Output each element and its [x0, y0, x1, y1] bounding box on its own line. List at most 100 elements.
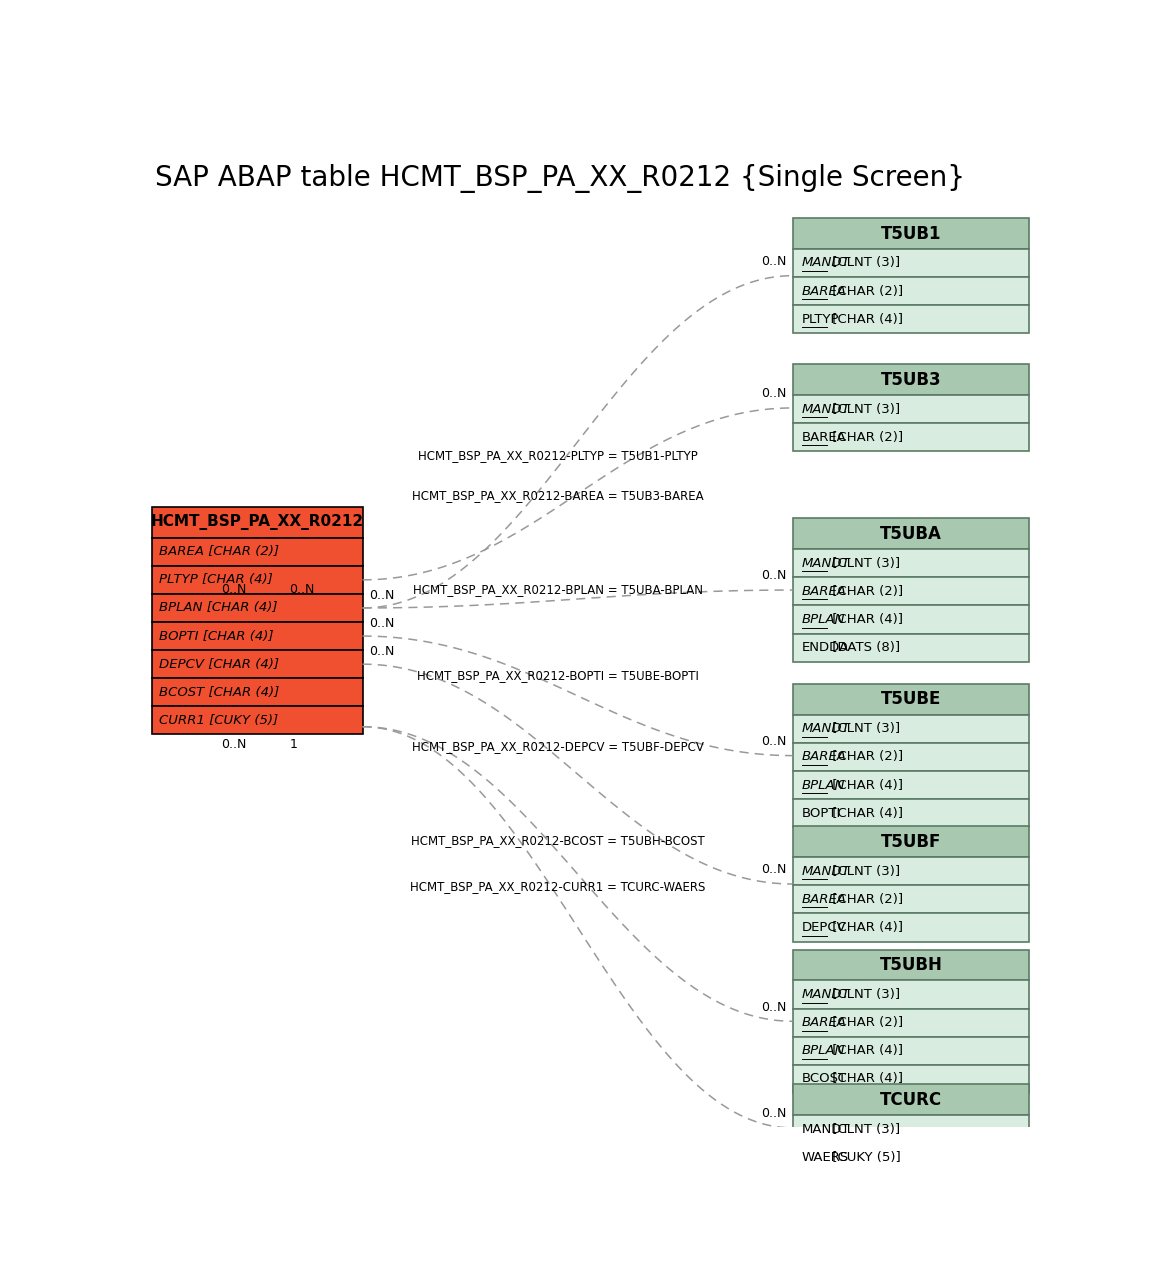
Text: BOPTI: BOPTI	[802, 806, 842, 819]
Text: HCMT_BSP_PA_XX_R0212-DEPCV = T5UBF-DEPCV: HCMT_BSP_PA_XX_R0212-DEPCV = T5UBF-DEPCV	[412, 741, 704, 753]
Text: [CHAR (2)]: [CHAR (2)]	[829, 430, 903, 444]
FancyBboxPatch shape	[793, 305, 1029, 333]
FancyBboxPatch shape	[793, 715, 1029, 743]
Text: HCMT_BSP_PA_XX_R0212-BCOST = T5UBH-BCOST: HCMT_BSP_PA_XX_R0212-BCOST = T5UBH-BCOST	[411, 834, 705, 847]
Text: T5UBE: T5UBE	[881, 690, 941, 709]
Text: BCOST [CHAR (4)]: BCOST [CHAR (4)]	[159, 686, 279, 699]
FancyBboxPatch shape	[793, 1009, 1029, 1037]
FancyBboxPatch shape	[793, 950, 1029, 980]
Text: BAREA: BAREA	[802, 751, 847, 763]
Text: [CLNT (3)]: [CLNT (3)]	[829, 557, 901, 570]
Text: HCMT_BSP_PA_XX_R0212-BPLAN = T5UBA-BPLAN: HCMT_BSP_PA_XX_R0212-BPLAN = T5UBA-BPLAN	[413, 582, 703, 596]
FancyBboxPatch shape	[151, 538, 362, 566]
Text: 0..N: 0..N	[761, 863, 787, 876]
FancyBboxPatch shape	[793, 885, 1029, 914]
Text: [CLNT (3)]: [CLNT (3)]	[829, 987, 901, 1001]
FancyBboxPatch shape	[151, 706, 362, 734]
Text: 0..N: 0..N	[369, 617, 395, 630]
Text: [CUKY (5)]: [CUKY (5)]	[829, 1151, 901, 1163]
Text: 0..N: 0..N	[761, 254, 787, 268]
Text: BAREA: BAREA	[802, 430, 846, 444]
FancyBboxPatch shape	[793, 1115, 1029, 1143]
FancyBboxPatch shape	[793, 249, 1029, 277]
Text: 0..N: 0..N	[221, 584, 247, 596]
Text: MANDT: MANDT	[802, 987, 851, 1001]
Text: [CLNT (3)]: [CLNT (3)]	[829, 1123, 901, 1136]
Text: [CHAR (4)]: [CHAR (4)]	[829, 613, 903, 625]
Text: [CHAR (2)]: [CHAR (2)]	[829, 585, 903, 598]
FancyBboxPatch shape	[793, 365, 1029, 395]
Text: 0..N: 0..N	[761, 570, 787, 582]
FancyBboxPatch shape	[793, 1143, 1029, 1171]
FancyBboxPatch shape	[151, 594, 362, 622]
Text: [CHAR (2)]: [CHAR (2)]	[829, 1017, 903, 1029]
Text: [CHAR (4)]: [CHAR (4)]	[829, 313, 903, 325]
Text: BPLAN: BPLAN	[802, 1044, 845, 1057]
Text: HCMT_BSP_PA_XX_R0212-PLTYP = T5UB1-PLTYP: HCMT_BSP_PA_XX_R0212-PLTYP = T5UB1-PLTYP	[418, 449, 698, 462]
Text: BPLAN: BPLAN	[802, 613, 845, 625]
Text: [CHAR (4)]: [CHAR (4)]	[829, 806, 903, 819]
Text: BOPTI [CHAR (4)]: BOPTI [CHAR (4)]	[159, 629, 274, 643]
FancyBboxPatch shape	[151, 506, 362, 538]
Text: HCMT_BSP_PA_XX_R0212-BOPTI = T5UBE-BOPTI: HCMT_BSP_PA_XX_R0212-BOPTI = T5UBE-BOPTI	[417, 670, 700, 682]
Text: [CHAR (2)]: [CHAR (2)]	[829, 285, 903, 298]
Text: HCMT_BSP_PA_XX_R0212: HCMT_BSP_PA_XX_R0212	[150, 514, 363, 530]
Text: BAREA: BAREA	[802, 893, 847, 906]
Text: BAREA: BAREA	[802, 585, 847, 598]
FancyBboxPatch shape	[151, 566, 362, 594]
FancyBboxPatch shape	[793, 771, 1029, 799]
Text: BPLAN [CHAR (4)]: BPLAN [CHAR (4)]	[159, 601, 278, 614]
Text: ENDDA: ENDDA	[802, 641, 849, 655]
FancyBboxPatch shape	[793, 857, 1029, 885]
Text: [CHAR (4)]: [CHAR (4)]	[829, 1044, 903, 1057]
FancyBboxPatch shape	[793, 1065, 1029, 1093]
FancyBboxPatch shape	[793, 519, 1029, 549]
Text: T5UBF: T5UBF	[881, 833, 941, 851]
Text: MANDT: MANDT	[802, 403, 851, 415]
Text: T5UBH: T5UBH	[879, 956, 942, 974]
Text: T5UBA: T5UBA	[880, 525, 942, 543]
FancyBboxPatch shape	[793, 395, 1029, 423]
Text: BAREA: BAREA	[802, 1017, 847, 1029]
Text: MANDT: MANDT	[802, 865, 851, 877]
Text: MANDT: MANDT	[802, 1123, 851, 1136]
FancyBboxPatch shape	[793, 1085, 1029, 1115]
FancyBboxPatch shape	[793, 684, 1029, 715]
Text: 0..N: 0..N	[369, 644, 395, 658]
Text: T5UB3: T5UB3	[880, 371, 942, 389]
Text: MANDT: MANDT	[802, 257, 851, 270]
Text: 1: 1	[289, 738, 297, 751]
FancyBboxPatch shape	[793, 218, 1029, 249]
FancyBboxPatch shape	[793, 423, 1029, 452]
FancyBboxPatch shape	[793, 277, 1029, 305]
Text: BCOST: BCOST	[802, 1072, 847, 1085]
Text: HCMT_BSP_PA_XX_R0212-BAREA = T5UB3-BAREA: HCMT_BSP_PA_XX_R0212-BAREA = T5UB3-BAREA	[412, 489, 704, 503]
Text: 0..N: 0..N	[761, 387, 787, 400]
FancyBboxPatch shape	[793, 633, 1029, 662]
Text: MANDT: MANDT	[802, 557, 851, 570]
Text: 0..N: 0..N	[761, 734, 787, 748]
Text: HCMT_BSP_PA_XX_R0212-CURR1 = TCURC-WAERS: HCMT_BSP_PA_XX_R0212-CURR1 = TCURC-WAERS	[411, 880, 705, 893]
FancyBboxPatch shape	[793, 577, 1029, 605]
FancyBboxPatch shape	[793, 549, 1029, 577]
Text: 0..N: 0..N	[289, 584, 314, 596]
FancyBboxPatch shape	[151, 651, 362, 679]
Text: 0..N: 0..N	[761, 1108, 787, 1120]
Text: BPLAN: BPLAN	[802, 779, 845, 791]
Text: [CHAR (4)]: [CHAR (4)]	[829, 920, 903, 934]
Text: [CHAR (2)]: [CHAR (2)]	[829, 893, 903, 906]
Text: MANDT: MANDT	[802, 723, 851, 736]
FancyBboxPatch shape	[793, 1037, 1029, 1065]
Text: PLTYP: PLTYP	[802, 313, 839, 325]
FancyBboxPatch shape	[793, 605, 1029, 633]
Text: [CLNT (3)]: [CLNT (3)]	[829, 723, 901, 736]
Text: 0..N: 0..N	[369, 589, 395, 601]
Text: DEPCV: DEPCV	[802, 920, 846, 934]
Text: [CLNT (3)]: [CLNT (3)]	[829, 403, 901, 415]
Text: BAREA: BAREA	[802, 285, 847, 298]
FancyBboxPatch shape	[793, 743, 1029, 771]
Text: DEPCV [CHAR (4)]: DEPCV [CHAR (4)]	[159, 657, 279, 671]
Text: 0..N: 0..N	[761, 1000, 787, 1014]
Text: BAREA [CHAR (2)]: BAREA [CHAR (2)]	[159, 546, 279, 558]
FancyBboxPatch shape	[151, 622, 362, 651]
